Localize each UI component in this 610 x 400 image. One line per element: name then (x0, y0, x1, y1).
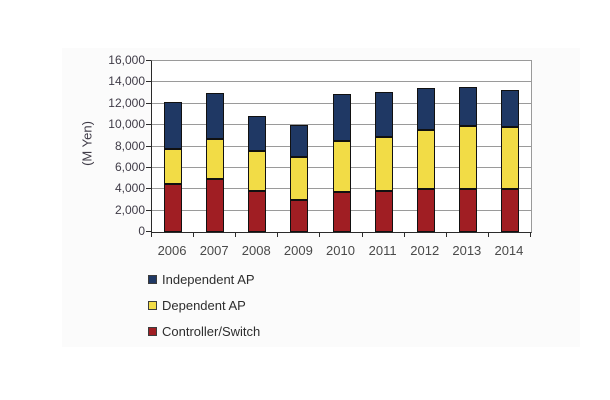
legend-label-independent-ap: Independent AP (162, 272, 255, 287)
legend-swatch-controller-switch (148, 327, 157, 336)
y-tick-mark (146, 231, 151, 232)
bar-segment-controller-switch-2011 (374, 191, 393, 232)
y-tick-mark (146, 209, 151, 211)
y-tick-label-4000: 4,000 (114, 181, 145, 196)
bar-segment-dependent-ap-2010 (332, 141, 351, 193)
x-tick-label-2012: 2012 (410, 243, 440, 258)
legend-swatch-independent-ap (148, 275, 157, 284)
y-tick-mark (146, 166, 151, 168)
y-tick-mark (146, 188, 151, 190)
x-tick-mark (403, 232, 405, 237)
x-tick-mark (319, 232, 321, 237)
bar-segment-dependent-ap-2009 (290, 157, 309, 200)
gridline (152, 81, 531, 83)
bar-segment-dependent-ap-2013 (458, 126, 477, 190)
bar-segment-dependent-ap-2008 (248, 150, 267, 192)
legend-label-controller-switch: Controller/Switch (162, 324, 261, 339)
y-tick-mark (146, 102, 151, 104)
bar-segment-independent-ap-2012 (416, 87, 435, 131)
x-tick-mark (235, 232, 237, 237)
bar-segment-independent-ap-2014 (500, 89, 519, 128)
y-tick-mark (146, 81, 151, 83)
bar-segment-independent-ap-2013 (458, 86, 477, 127)
y-tick-label-14000: 14,000 (108, 74, 145, 89)
bar-segment-controller-switch-2013 (458, 189, 477, 232)
y-tick-mark (146, 60, 151, 61)
y-tick-label-12000: 12,000 (108, 95, 145, 110)
x-tick-mark (487, 232, 489, 237)
y-tick-label-6000: 6,000 (114, 159, 145, 174)
x-tick-label-2010: 2010 (326, 243, 355, 258)
bar-segment-independent-ap-2009 (290, 125, 309, 158)
bar-segment-independent-ap-2010 (332, 94, 351, 142)
bar-segment-independent-ap-2011 (374, 92, 393, 137)
bar-segment-controller-switch-2007 (206, 178, 225, 232)
y-tick-label-16000: 16,000 (108, 53, 145, 67)
bar-segment-dependent-ap-2007 (206, 139, 225, 179)
x-tick-mark (151, 232, 152, 237)
bar-segment-dependent-ap-2006 (164, 148, 183, 184)
bar-segment-controller-switch-2012 (416, 189, 435, 232)
x-tick-label-2009: 2009 (283, 243, 313, 258)
bar-segment-dependent-ap-2012 (416, 130, 435, 190)
x-tick-label-2008: 2008 (241, 243, 271, 258)
bar-segment-controller-switch-2006 (164, 183, 183, 232)
x-tick-label-2011: 2011 (368, 243, 397, 258)
bar-segment-dependent-ap-2011 (374, 136, 393, 192)
x-tick-label-2006: 2006 (157, 243, 187, 258)
legend-swatch-dependent-ap (148, 301, 157, 310)
bar-segment-controller-switch-2009 (290, 199, 309, 232)
legend-label-dependent-ap: Dependent AP (162, 298, 246, 313)
bar-segment-independent-ap-2008 (248, 115, 267, 151)
y-tick-label-2000: 2,000 (114, 202, 145, 217)
x-tick-mark (193, 232, 195, 237)
bar-segment-independent-ap-2007 (206, 93, 225, 140)
bar-segment-controller-switch-2008 (248, 191, 267, 232)
bar-segment-controller-switch-2014 (500, 189, 519, 232)
x-tick-label-2007: 2007 (199, 243, 229, 258)
y-tick-mark (146, 145, 151, 147)
y-tick-label-10000: 10,000 (108, 117, 145, 132)
legend-item-controller-switch: Controller/Switch (148, 324, 260, 339)
x-tick-label-2013: 2013 (452, 243, 482, 258)
plot-area (151, 60, 532, 233)
y-tick-mark (146, 124, 151, 126)
x-tick-mark (445, 232, 447, 237)
bar-segment-dependent-ap-2014 (500, 127, 519, 190)
x-tick-mark (361, 232, 363, 237)
legend-item-dependent-ap: Dependent AP (148, 298, 260, 313)
legend-item-independent-ap: Independent AP (148, 272, 260, 287)
y-tick-label-0: 0 (138, 224, 145, 238)
x-tick-mark (277, 232, 279, 237)
x-tick-mark (530, 232, 531, 237)
legend: Independent AP Dependent AP Controller/S… (148, 272, 260, 339)
x-tick-label-2014: 2014 (494, 243, 524, 258)
bar-segment-controller-switch-2010 (332, 192, 351, 232)
bar-segment-independent-ap-2006 (164, 101, 183, 149)
y-tick-label-8000: 8,000 (114, 138, 145, 153)
